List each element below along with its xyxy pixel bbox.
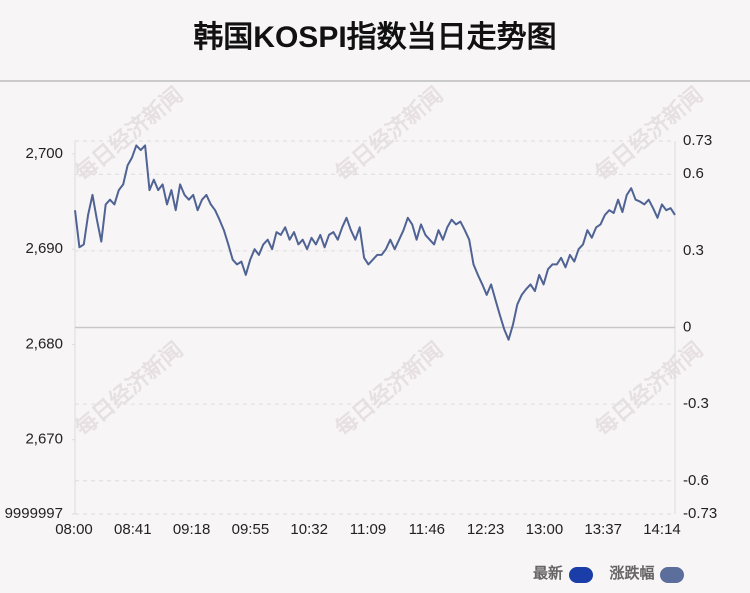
x-tick-label: 09:18 xyxy=(173,521,211,538)
y2-tick-label: 0.6 xyxy=(683,165,704,182)
y2-tick-label: -0.3 xyxy=(683,395,709,412)
y2-tick-label: 0.3 xyxy=(683,242,704,259)
x-tick-label: 09:55 xyxy=(232,521,270,538)
y-tick-label: 2,680 xyxy=(25,335,63,352)
legend-swatch xyxy=(569,567,593,583)
x-tick-label: 10:32 xyxy=(290,521,328,538)
y-tick-label: 2,670 xyxy=(25,431,63,448)
y-tick-label: 2,700 xyxy=(25,145,63,162)
x-tick-label: 13:37 xyxy=(584,521,622,538)
price-line xyxy=(74,144,676,341)
x-tick-label: 14:14 xyxy=(643,521,681,538)
y2-tick-label: 0 xyxy=(683,318,691,335)
y-tick-label: 9999997 xyxy=(5,505,63,522)
y2-tick-label: -0.6 xyxy=(683,472,709,489)
legend-label: 涨跌幅 xyxy=(609,564,654,582)
x-tick-label: 13:00 xyxy=(526,521,564,538)
x-tick-label: 12:23 xyxy=(467,521,505,538)
x-tick-label: 08:00 xyxy=(55,521,93,538)
y-tick-label: 2,690 xyxy=(25,240,63,257)
chart-title: 韩国KOSPI指数当日走势图 xyxy=(193,21,556,54)
legend-label: 最新 xyxy=(533,564,563,582)
x-tick-label: 11:46 xyxy=(409,521,445,538)
x-tick-label: 08:41 xyxy=(114,521,152,538)
y2-tick-label: -0.73 xyxy=(683,505,717,522)
legend-swatch xyxy=(660,567,684,583)
y2-tick-label: 0.73 xyxy=(683,132,712,149)
x-tick-label: 11:09 xyxy=(350,521,386,538)
